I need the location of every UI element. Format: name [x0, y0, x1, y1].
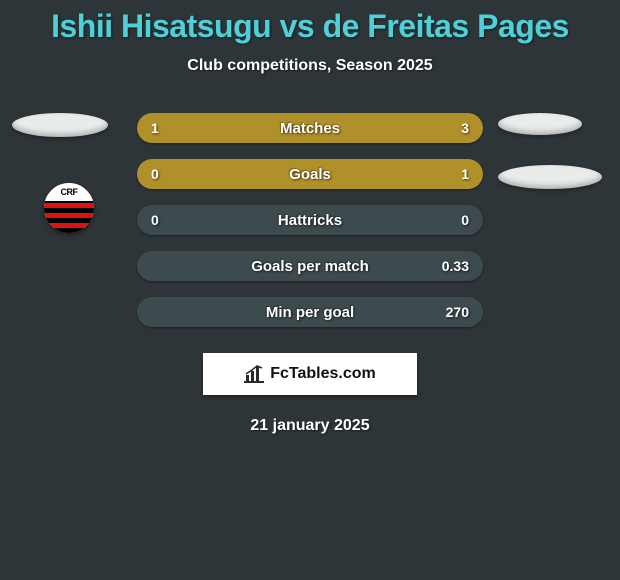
stat-label: Matches	[137, 113, 483, 143]
stat-row: Hattricks0 0	[137, 205, 483, 235]
stat-value-left: 1	[151, 113, 159, 143]
comparison-arena: CRF Matches13Goals01Hattricks00Goals per…	[0, 113, 620, 327]
stat-value-right: 3	[461, 113, 469, 143]
stat-value-left: 0	[151, 205, 159, 235]
date-text: 21 january 2025	[0, 417, 620, 435]
attribution-box: FcTables.com	[203, 353, 417, 395]
stat-value-left: 0	[151, 159, 159, 189]
stat-value-right: 0	[461, 205, 469, 235]
badge-letters: CRF	[61, 187, 78, 197]
stat-label: Goals	[137, 159, 483, 189]
page-title: Ishii Hisatsugu vs de Freitas Pages	[0, 0, 620, 45]
avatar-placeholder-oval	[12, 113, 108, 137]
stat-value-right: 270	[446, 297, 469, 327]
stat-label: Hattricks	[137, 205, 483, 235]
stat-row: Matches1 3	[137, 113, 483, 143]
comparison-card: Ishii Hisatsugu vs de Freitas Pages Club…	[0, 0, 620, 580]
avatar-placeholder-oval	[498, 165, 602, 189]
stat-row: Goals0 1	[137, 159, 483, 189]
club-badge: CRF	[44, 183, 94, 233]
stat-row: Min per goal270	[137, 297, 483, 327]
avatar-placeholder-oval	[498, 113, 582, 135]
stat-rows: Matches13Goals01Hattricks00Goals per mat…	[137, 113, 483, 327]
subtitle: Club competitions, Season 2025	[0, 57, 620, 75]
stat-label: Goals per match	[137, 251, 483, 281]
stat-label: Min per goal	[137, 297, 483, 327]
attribution-text: FcTables.com	[270, 365, 376, 383]
stat-value-right: 0.33	[442, 251, 469, 281]
chart-icon	[244, 365, 264, 383]
badge-top: CRF	[44, 183, 94, 201]
stat-row: Goals per match0.33	[137, 251, 483, 281]
stat-value-right: 1	[461, 159, 469, 189]
